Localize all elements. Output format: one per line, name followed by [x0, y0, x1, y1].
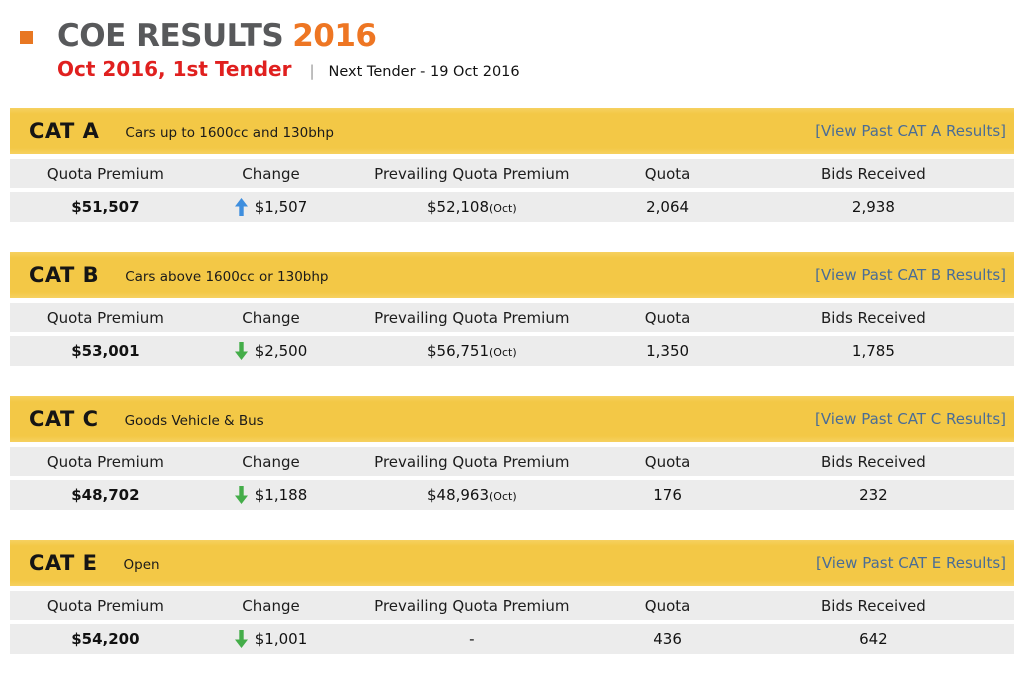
section-cat-e: CAT E Open [View Past CAT E Results] Quo… [10, 540, 1014, 654]
view-past-cat-a-results-link[interactable]: [View Past CAT A Results] [815, 122, 1006, 140]
cat-b-prevailing: $56,751(Oct) [341, 342, 602, 360]
column-header-quota: Quota [644, 452, 691, 471]
cat-c-code: CAT C [29, 407, 99, 431]
cat-a-description: Cars up to 1600cc and 130bhp [125, 124, 334, 141]
section-cat-c: CAT C Goods Vehicle & Bus [View Past CAT… [10, 396, 1014, 510]
cat-c-prevailing: $48,963(Oct) [341, 486, 602, 504]
cat-c-change: $1,188 [201, 486, 342, 504]
cat-b-header-row: Quota Premium Change Prevailing Quota Pr… [10, 303, 1014, 332]
arrow-down-icon [234, 486, 248, 504]
cat-e-prevailing-value: - [469, 630, 475, 648]
cat-c-prevailing-value: $48,963 [426, 486, 490, 504]
bullet-square-icon [20, 30, 33, 44]
cat-a-bids-received: 2,938 [851, 198, 895, 216]
column-header-prevailing-quota-premium: Prevailing Quota Premium [374, 308, 570, 327]
cat-c-quota: 176 [653, 486, 682, 504]
column-header-change: Change [242, 596, 300, 615]
cat-e-data-row: $54,200 $1,001 - 436 642 [10, 624, 1014, 654]
column-header-prevailing-quota-premium: Prevailing Quota Premium [374, 596, 570, 615]
cat-e-header-row: Quota Premium Change Prevailing Quota Pr… [10, 591, 1014, 620]
cat-c-header-row: Quota Premium Change Prevailing Quota Pr… [10, 447, 1014, 476]
section-cat-b: CAT B Cars above 1600cc or 130bhp [View … [10, 252, 1014, 366]
arrow-down-icon [234, 630, 248, 648]
current-tender-label: Oct 2016, 1st Tender [57, 57, 292, 81]
cat-b-quota: 1,350 [646, 342, 690, 360]
column-header-bids-received: Bids Received [820, 452, 926, 471]
view-past-cat-c-results-link[interactable]: [View Past CAT C Results] [814, 410, 1006, 428]
cat-e-code: CAT E [29, 551, 98, 575]
column-header-quota: Quota [644, 596, 691, 615]
coe-results-sections: CAT A Cars up to 1600cc and 130bhp [View… [0, 108, 1024, 654]
page-header: COE RESULTS 2016 Oct 2016, 1st Tender | … [0, 0, 1024, 81]
cat-a-prevailing-value: $52,108 [426, 198, 490, 216]
cat-a-prevailing: $52,108(Oct) [341, 198, 602, 216]
column-header-quota-premium: Quota Premium [46, 308, 164, 327]
page-title-year: 2016 [292, 18, 377, 54]
cat-c-prevailing-month: (Oct) [489, 490, 517, 503]
cat-a-header-row: Quota Premium Change Prevailing Quota Pr… [10, 159, 1014, 188]
cat-e-change-value: $1,001 [254, 630, 308, 648]
cat-a-change: $1,507 [201, 198, 342, 216]
cat-c-quota-premium: $48,702 [71, 486, 140, 504]
cat-c-bids-received: 232 [859, 486, 888, 504]
cat-a-prevailing-month: (Oct) [489, 202, 517, 215]
view-past-cat-b-results-link[interactable]: [View Past CAT B Results] [815, 266, 1006, 284]
column-header-bids-received: Bids Received [820, 308, 926, 327]
cat-b-code: CAT B [29, 263, 100, 287]
cat-e-change: $1,001 [201, 630, 342, 648]
cat-b-prevailing-value: $56,751 [426, 342, 490, 360]
column-header-change: Change [242, 308, 300, 327]
cat-c-data-row: $48,702 $1,188 $48,963(Oct) 176 232 [10, 480, 1014, 510]
cat-b-data-row: $53,001 $2,500 $56,751(Oct) 1,350 1,785 [10, 336, 1014, 366]
cat-b-description: Cars above 1600cc or 130bhp [125, 268, 329, 285]
cat-b-change-value: $2,500 [254, 342, 308, 360]
cat-a-code: CAT A [29, 119, 100, 143]
cat-a-change-value: $1,507 [254, 198, 308, 216]
section-cat-a: CAT A Cars up to 1600cc and 130bhp [View… [10, 108, 1014, 222]
column-header-bids-received: Bids Received [820, 596, 926, 615]
column-header-change: Change [242, 452, 300, 471]
cat-b-prevailing-month: (Oct) [489, 346, 517, 359]
cat-e-band: CAT E Open [View Past CAT E Results] [10, 540, 1014, 586]
cat-e-bids-received: 642 [859, 630, 888, 648]
cat-e-quota-premium: $54,200 [71, 630, 140, 648]
column-header-bids-received: Bids Received [820, 164, 926, 183]
cat-c-description: Goods Vehicle & Bus [124, 412, 264, 429]
cat-b-quota-premium: $53,001 [71, 342, 140, 360]
column-header-quota-premium: Quota Premium [46, 596, 164, 615]
cat-e-quota: 436 [653, 630, 682, 648]
cat-e-prevailing: - [341, 630, 602, 648]
column-header-quota-premium: Quota Premium [46, 164, 164, 183]
column-header-prevailing-quota-premium: Prevailing Quota Premium [374, 452, 570, 471]
view-past-cat-e-results-link[interactable]: [View Past CAT E Results] [815, 554, 1006, 572]
arrow-down-icon [234, 342, 248, 360]
cat-c-band: CAT C Goods Vehicle & Bus [View Past CAT… [10, 396, 1014, 442]
cat-a-quota-premium: $51,507 [71, 198, 140, 216]
arrow-up-icon [234, 198, 248, 216]
cat-a-quota: 2,064 [646, 198, 690, 216]
page-title: COE RESULTS [57, 17, 284, 54]
cat-b-change: $2,500 [201, 342, 342, 360]
subtitle-separator: | [309, 62, 315, 80]
cat-a-band: CAT A Cars up to 1600cc and 130bhp [View… [10, 108, 1014, 154]
cat-a-data-row: $51,507 $1,507 $52,108(Oct) 2,064 2,938 [10, 192, 1014, 222]
cat-e-description: Open [123, 556, 160, 573]
column-header-quota: Quota [644, 308, 691, 327]
cat-b-bids-received: 1,785 [851, 342, 895, 360]
column-header-quota: Quota [644, 164, 691, 183]
next-tender-label: Next Tender - 19 Oct 2016 [328, 64, 520, 80]
column-header-quota-premium: Quota Premium [46, 452, 164, 471]
cat-c-change-value: $1,188 [254, 486, 308, 504]
cat-b-band: CAT B Cars above 1600cc or 130bhp [View … [10, 252, 1014, 298]
column-header-change: Change [242, 164, 300, 183]
column-header-prevailing-quota-premium: Prevailing Quota Premium [374, 164, 570, 183]
